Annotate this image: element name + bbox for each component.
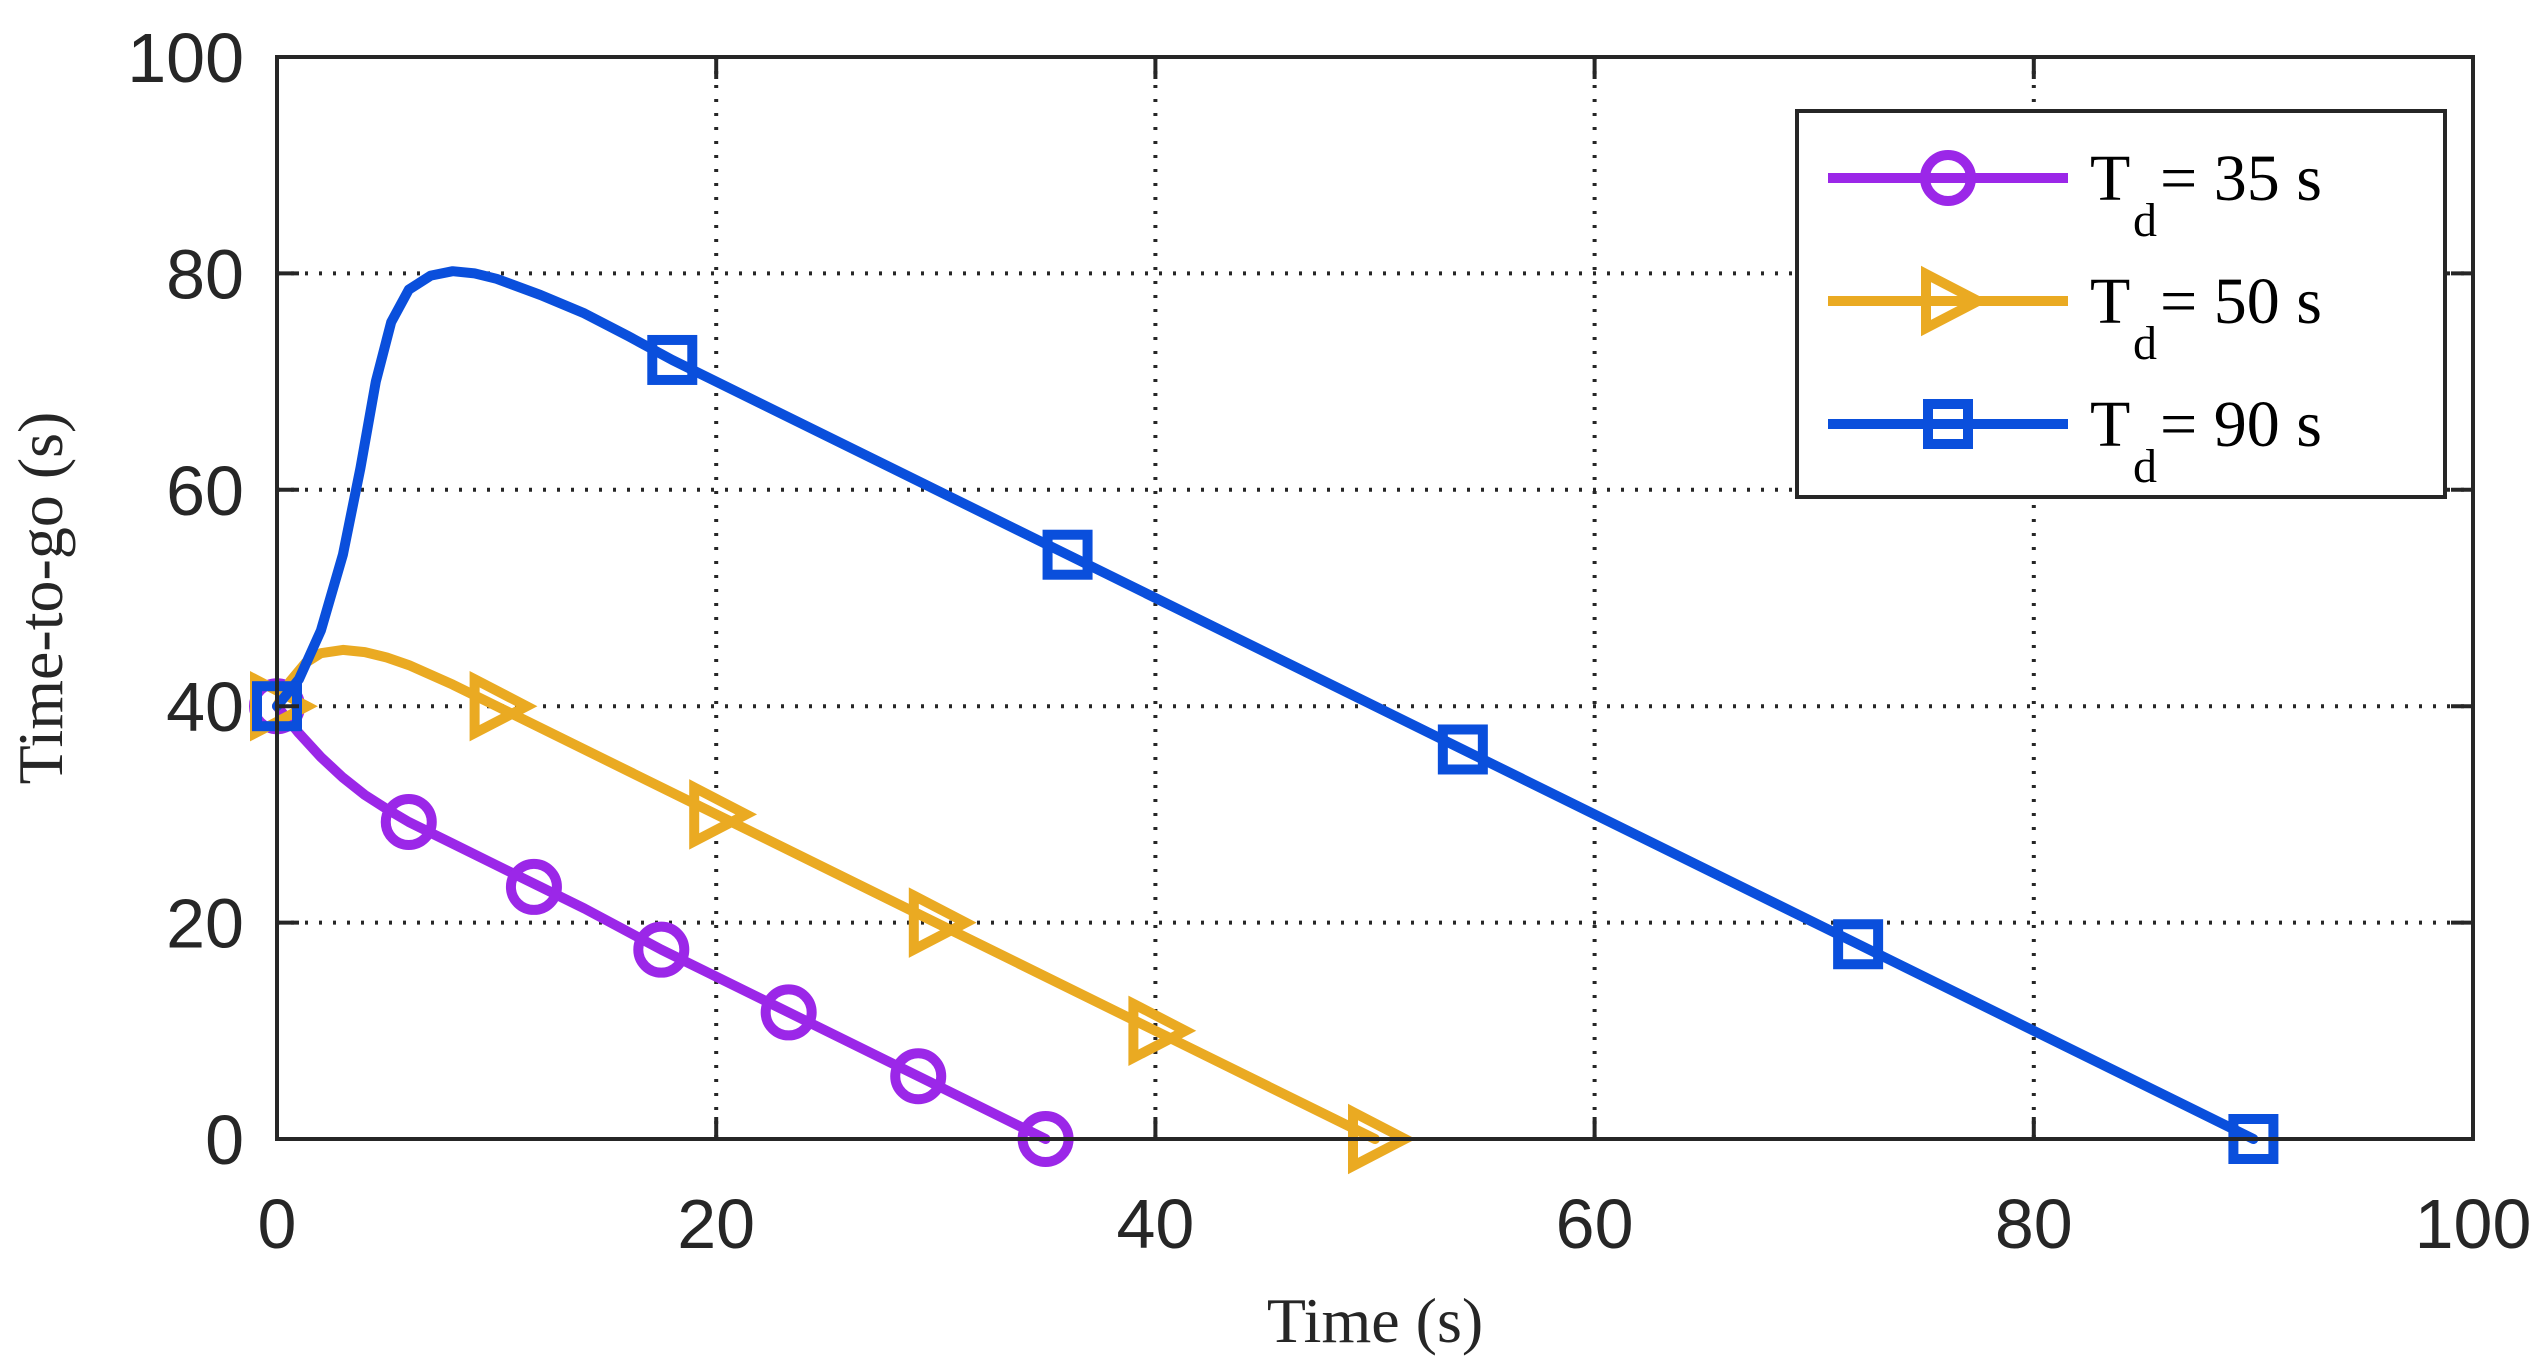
- x-tick-label: 0: [258, 1185, 297, 1263]
- series-marker: [505, 858, 562, 915]
- legend-swatch-marker: [1921, 265, 1989, 337]
- legend-label-rest: = 35 s: [2160, 142, 2322, 215]
- x-tick-label: 20: [677, 1185, 755, 1263]
- series-marker: [380, 793, 437, 850]
- axis-ticks: [275, 55, 2475, 1141]
- legend-item: Td = 50 s: [1828, 265, 2322, 370]
- series-marker: [1833, 919, 1884, 970]
- y-tick-label: 20: [166, 885, 244, 963]
- legend-label-main: T: [2090, 265, 2130, 338]
- series-line: [272, 701, 1051, 1144]
- series-marker: [689, 779, 758, 850]
- series-marker: [469, 670, 538, 742]
- y-tick-label: 0: [205, 1101, 244, 1179]
- legend-items: Td = 35 sTd = 50 sTd = 90 s: [1828, 142, 2322, 493]
- legend-swatch-marker: [1923, 399, 1973, 449]
- legend-item: Td = 90 s: [1828, 388, 2322, 493]
- y-axis-title: Time-to-go (s): [5, 412, 76, 785]
- legend-label-subscript: d: [2133, 194, 2157, 247]
- x-axis-title: Time (s): [1267, 1285, 1483, 1356]
- legend-label-main: T: [2090, 388, 2130, 461]
- legend-swatch-marker: [1920, 150, 1976, 206]
- grid-lines: [277, 57, 2473, 1139]
- legend-label-subscript: d: [2133, 440, 2157, 493]
- series-marker: [1128, 995, 1197, 1067]
- legend-item: Td = 35 s: [1828, 142, 2322, 247]
- series-marker: [647, 334, 698, 385]
- legend-label-rest: = 90 s: [2160, 388, 2322, 461]
- series-line: [272, 266, 2259, 1144]
- y-tick-labels: 0 20 40 60 80 100: [127, 19, 244, 1179]
- x-tick-label: 60: [1556, 1185, 1634, 1263]
- legend: Td = 35 sTd = 50 sTd = 90 s: [1795, 109, 2447, 499]
- legend-label-rest: = 50 s: [2160, 265, 2322, 338]
- series-marker: [760, 984, 817, 1041]
- y-tick-label: 100: [127, 19, 244, 97]
- series-2: [252, 266, 2279, 1164]
- series-marker: [633, 921, 690, 978]
- x-tick-label: 40: [1116, 1185, 1194, 1263]
- legend-label-subscript: d: [2133, 317, 2157, 370]
- series-marker: [1437, 724, 1488, 775]
- y-tick-label: 80: [166, 235, 244, 313]
- x-tick-label: 80: [1995, 1185, 2073, 1263]
- series-marker: [908, 887, 977, 958]
- plot-frame: [275, 55, 2475, 1141]
- y-tick-label: 60: [166, 452, 244, 530]
- legend-label-main: T: [2090, 142, 2130, 215]
- series-marker: [1042, 529, 1093, 580]
- y-tick-label: 40: [166, 668, 244, 746]
- x-tick-labels: 0 20 40 60 80 100: [258, 1185, 2532, 1263]
- x-tick-label: 100: [2415, 1185, 2532, 1263]
- series-marker: [890, 1048, 947, 1105]
